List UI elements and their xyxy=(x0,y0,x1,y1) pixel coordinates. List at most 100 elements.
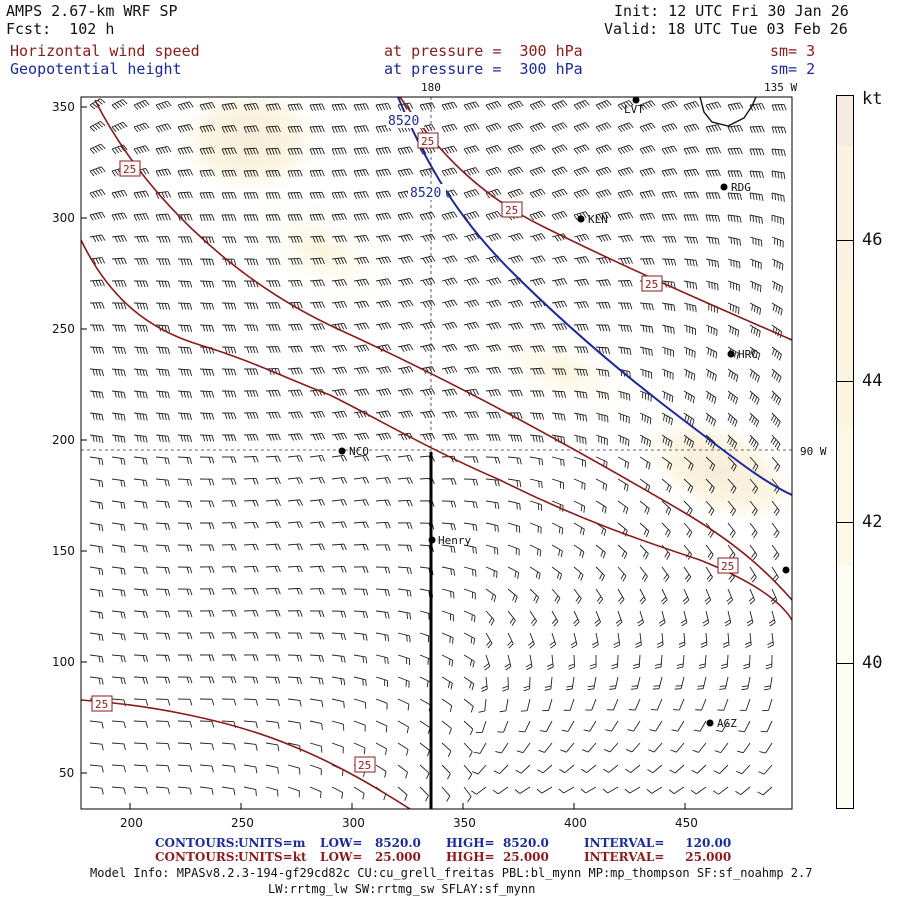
wind-barb-feather xyxy=(678,641,685,645)
wind-barb-feather xyxy=(516,502,518,510)
wind-barb-feather xyxy=(167,501,170,509)
height-contour xyxy=(397,97,792,496)
wind-barb-feather xyxy=(356,126,361,133)
wind-barb-feather xyxy=(139,347,142,354)
wind-barb-feather xyxy=(497,322,502,329)
wind-barb-feather xyxy=(444,346,449,352)
wind-barb-feather xyxy=(337,148,341,155)
wind-barb-feather xyxy=(337,192,341,199)
wind-barb-feather xyxy=(252,192,256,199)
wind-barb-feather xyxy=(491,124,496,131)
wind-barb-feather xyxy=(739,216,742,223)
wind-barb-feather xyxy=(559,573,563,581)
wind-barb xyxy=(89,610,102,614)
wind-barb xyxy=(243,543,257,546)
wind-barb-feather xyxy=(541,413,545,420)
wind-barb-feather xyxy=(101,392,104,399)
wind-barb-feather xyxy=(343,257,347,264)
wind-barb-feather xyxy=(186,102,191,109)
wind-barb xyxy=(726,654,729,668)
wind-barb-feather xyxy=(277,543,281,551)
wind-barb-feather xyxy=(164,124,169,131)
wind-barb-feather xyxy=(233,522,237,529)
wind-barb-feather xyxy=(560,368,564,376)
wind-barb-feather xyxy=(645,461,649,469)
wind-barb-feather xyxy=(466,368,471,375)
wind-barb-feather xyxy=(507,192,513,199)
wind-barb xyxy=(441,676,453,684)
wind-barb-feather xyxy=(470,706,474,713)
wind-barb-feather xyxy=(384,771,387,778)
wind-barb-feather xyxy=(470,790,477,795)
wind-barb xyxy=(331,720,344,725)
wind-barb xyxy=(89,500,102,504)
wind-barb-feather xyxy=(774,149,777,156)
wind-barb-feather xyxy=(381,257,386,264)
wind-barb-feather xyxy=(611,666,618,670)
wind-barb-feather xyxy=(629,371,631,378)
wind-barb-feather xyxy=(334,192,338,199)
wind-barb-feather xyxy=(208,588,212,595)
wind-barb-feather xyxy=(651,349,653,357)
wind-barb-feather xyxy=(365,103,369,110)
wind-barb-feather xyxy=(120,436,123,443)
wind-barb-feather xyxy=(233,369,237,376)
wind-barb-feather xyxy=(180,347,183,354)
wind-barb-feather xyxy=(211,391,215,398)
wind-barb-feather xyxy=(773,260,776,267)
wind-barb-feather xyxy=(359,411,364,418)
wind-barb-feather xyxy=(599,573,603,580)
wind-barb-feather xyxy=(447,191,452,197)
wind-barb-feather xyxy=(540,100,546,106)
wind-barb xyxy=(595,632,599,645)
wind-barb xyxy=(309,543,322,546)
contour-row-height-low: LOW= 8520.0 xyxy=(320,836,421,850)
wind-barb-feather xyxy=(736,750,744,754)
wind-barb-feather xyxy=(120,480,123,487)
wind-barb-feather xyxy=(688,371,690,378)
wind-barb-feather xyxy=(585,301,589,308)
wind-barb xyxy=(309,565,323,568)
wind-barb-feather xyxy=(422,258,427,264)
wind-barb-feather xyxy=(343,455,348,462)
wind-barb-feather xyxy=(230,544,234,551)
wind-barb-feather xyxy=(576,369,580,376)
init-time: Init: 12 UTC Fri 30 Jan 26 xyxy=(614,2,849,20)
wind-barb-feather xyxy=(164,169,169,176)
wind-barb-feather xyxy=(554,103,560,110)
wind-barb-feather xyxy=(321,125,325,133)
wind-barb-feather xyxy=(119,100,125,106)
wind-barb-feather xyxy=(733,126,738,133)
wind-barb-feather xyxy=(662,599,668,605)
wind-barb-feather xyxy=(183,170,188,177)
wind-barb xyxy=(520,764,531,774)
wind-barb-feather xyxy=(321,566,325,573)
wind-barb-feather xyxy=(686,192,690,199)
wind-barb-feather xyxy=(274,588,278,595)
wind-barb-feather xyxy=(117,325,121,332)
wind-barb-feather xyxy=(453,321,458,328)
wind-barb-feather xyxy=(101,656,104,663)
wind-barb-feather xyxy=(202,391,206,398)
wind-barb-feather xyxy=(249,148,253,155)
wind-barb-feather xyxy=(255,500,259,507)
wind-barb-feather xyxy=(622,437,624,444)
wind-barb-feather xyxy=(296,433,300,441)
wind-barb-feather xyxy=(641,414,644,421)
wind-barb-feather xyxy=(431,433,436,440)
wind-barb-feather xyxy=(623,302,627,310)
wind-barb-feather xyxy=(708,215,712,222)
wind-barb-feather xyxy=(158,214,162,221)
wind-barb-feather xyxy=(277,346,281,353)
colorbar-segment xyxy=(837,426,853,566)
wind-barb-feather xyxy=(544,685,552,688)
wind-barb-feather xyxy=(563,300,568,307)
wind-barb-feather xyxy=(167,303,171,310)
wind-barb-feather xyxy=(145,567,148,575)
wind-barb-feather xyxy=(738,307,740,315)
station-dot xyxy=(782,566,790,574)
wind-barb xyxy=(177,500,191,502)
wind-barb xyxy=(612,698,619,711)
wind-barb-feather xyxy=(450,344,455,351)
wind-barb-feather xyxy=(205,435,209,442)
